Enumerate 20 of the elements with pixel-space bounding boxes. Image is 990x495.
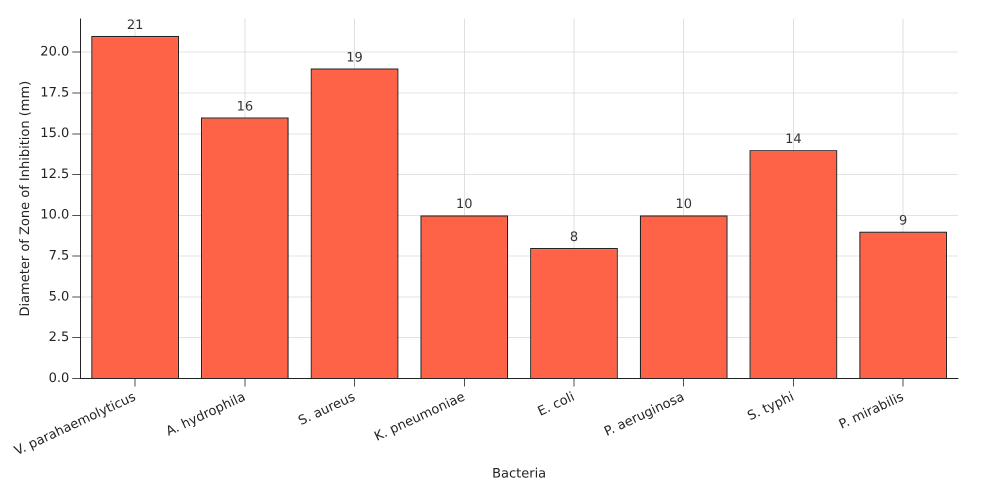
y-axis-title: Diameter of Zone of Inhibition (mm) <box>18 80 33 316</box>
data-label: 8 <box>570 230 578 245</box>
y-tick-label: 7.5 <box>48 248 70 264</box>
y-tick-label: 0.0 <box>48 370 70 386</box>
x-axis-title: Bacteria <box>492 466 546 482</box>
y-tick-label: 20.0 <box>40 44 70 60</box>
data-label: 14 <box>785 132 802 147</box>
y-tick-label: 2.5 <box>48 330 70 346</box>
data-label: 16 <box>236 99 254 114</box>
y-tick-label: 5.0 <box>48 289 70 304</box>
data-label: 19 <box>346 50 363 66</box>
data-label: 10 <box>456 197 473 212</box>
y-tick-label: 17.5 <box>40 85 70 100</box>
data-label: 9 <box>899 214 908 229</box>
x-tick-label: E. coli <box>536 390 578 420</box>
y-tick-label: 10.0 <box>40 208 70 223</box>
data-label: 21 <box>126 18 144 33</box>
y-tick-label: 12.5 <box>40 166 70 182</box>
data-label: 10 <box>675 197 692 212</box>
y-tick-label: 15.0 <box>40 126 70 142</box>
